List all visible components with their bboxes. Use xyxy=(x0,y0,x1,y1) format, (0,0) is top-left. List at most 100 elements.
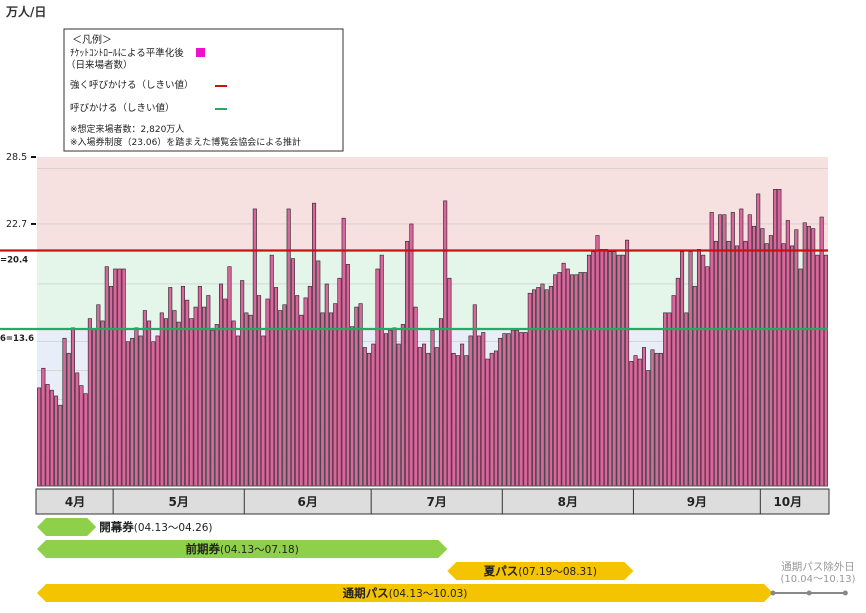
month-label: 4月 xyxy=(65,495,85,509)
bar xyxy=(58,404,63,487)
bar xyxy=(49,389,54,487)
bar xyxy=(557,272,562,487)
legend-call-label: 呼びかける（しきい値） xyxy=(70,102,175,114)
bar xyxy=(142,310,147,487)
bar xyxy=(460,343,465,487)
bar xyxy=(730,212,735,487)
bar xyxy=(722,214,727,487)
excluded-period-range: (10.04～10.13) xyxy=(780,574,855,585)
bar xyxy=(608,251,613,487)
month-label: 9月 xyxy=(687,495,707,509)
bar xyxy=(282,304,287,487)
bar xyxy=(405,240,410,487)
bar xyxy=(41,367,46,487)
excluded-period-label: 通期パス除外日 xyxy=(781,560,855,573)
unit-label: 万人/日 xyxy=(5,4,46,19)
bar xyxy=(671,295,676,487)
month-label: 5月 xyxy=(169,495,189,509)
legend-strong-label: 強く呼びかける（しきい値） xyxy=(70,79,194,91)
bar xyxy=(756,193,761,487)
legend-series-sublabel: （日来場者数） xyxy=(66,59,133,71)
bar xyxy=(582,272,587,487)
bar xyxy=(680,251,685,487)
ticket-period-label-3: 通期パス(04.13～10.03) xyxy=(343,586,468,600)
bar xyxy=(515,329,520,487)
bar xyxy=(430,329,435,487)
bar xyxy=(688,251,693,487)
bar xyxy=(265,298,270,487)
bar xyxy=(303,297,308,487)
bar xyxy=(138,335,143,487)
bar xyxy=(523,332,528,487)
bar xyxy=(197,285,202,487)
bar xyxy=(83,393,88,487)
bar xyxy=(37,387,42,487)
bar xyxy=(417,347,422,487)
bar xyxy=(536,287,541,487)
ticket-period-label-1: 前期券(04.13～07.18) xyxy=(185,542,298,556)
ticket-period-bar-2 xyxy=(447,562,634,580)
excluded-period-dot xyxy=(806,590,812,596)
bar xyxy=(540,283,545,487)
y-tick-label-1: 22.7 xyxy=(6,219,27,230)
bar xyxy=(544,289,549,487)
bar xyxy=(362,347,367,487)
bar xyxy=(164,318,169,487)
month-strip xyxy=(35,488,830,515)
month-label: 8月 xyxy=(558,495,578,509)
bar xyxy=(790,245,795,487)
bar xyxy=(383,333,388,487)
ticket-period-bar-1 xyxy=(37,540,448,558)
bar xyxy=(616,254,621,487)
ticket-period-bar-3 xyxy=(37,584,773,602)
bar xyxy=(130,337,135,487)
ticket-period-label-0: 開幕券(04.13～04.26) xyxy=(99,520,212,534)
bar xyxy=(189,318,194,487)
bar xyxy=(773,189,778,487)
bar xyxy=(151,341,156,487)
bar xyxy=(637,358,642,487)
ticket-periods: 開幕券(04.13～04.26) 前期券(04.13～07.18) 夏パス(07.1… xyxy=(37,518,856,602)
bar xyxy=(269,254,274,487)
bar xyxy=(612,251,617,487)
bar xyxy=(206,295,211,487)
bar xyxy=(794,229,799,487)
bar xyxy=(227,266,232,487)
bar xyxy=(333,303,338,487)
bar xyxy=(548,285,553,487)
bar xyxy=(633,355,638,487)
bar xyxy=(692,285,697,487)
bar xyxy=(388,329,393,487)
bar xyxy=(367,352,372,487)
legend-note-2: ※入場券制度（23.06）を踏まえた博覧会協会による推計 xyxy=(70,136,301,148)
bar xyxy=(104,266,109,487)
bar xyxy=(426,352,431,487)
bar xyxy=(531,289,537,487)
bar xyxy=(654,352,659,487)
bar xyxy=(815,254,820,487)
bar xyxy=(663,312,668,487)
bar xyxy=(341,217,346,487)
bar xyxy=(650,349,655,487)
bar xyxy=(295,295,300,487)
bar xyxy=(455,355,460,487)
bar xyxy=(413,306,418,487)
bar xyxy=(510,329,515,487)
legend-title: ＜凡例＞ xyxy=(72,33,112,46)
bar xyxy=(781,243,786,487)
bar xyxy=(768,235,773,487)
band-0 xyxy=(37,157,828,251)
bar xyxy=(735,245,740,487)
bar-series xyxy=(37,189,828,487)
bar xyxy=(760,228,765,487)
bar xyxy=(586,254,592,487)
threshold-lines: =20.4 6=13.6 xyxy=(0,249,828,344)
bar xyxy=(502,333,507,487)
bar xyxy=(447,277,452,487)
threshold-label-1: 6=13.6 xyxy=(0,334,34,344)
bar xyxy=(350,326,355,487)
bar xyxy=(248,314,253,487)
bar xyxy=(172,310,177,487)
bar xyxy=(553,274,558,487)
bar xyxy=(202,306,207,487)
